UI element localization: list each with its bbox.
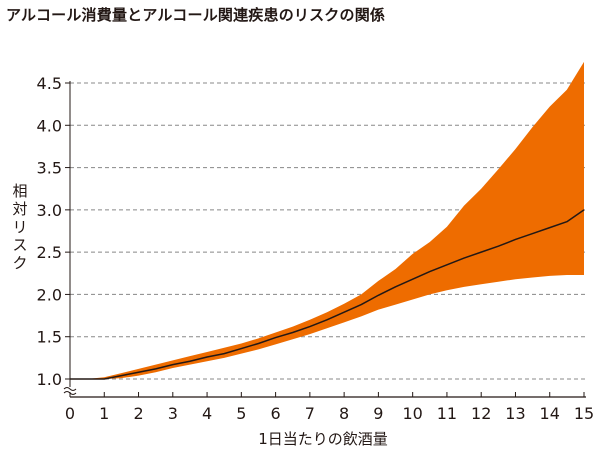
x-tick-label: 13 — [505, 404, 525, 423]
x-tick-label: 14 — [540, 404, 560, 423]
y-axis-label-char: ス — [12, 236, 27, 254]
x-tick-label: 15 — [574, 404, 594, 423]
confidence-band — [70, 61, 584, 380]
y-tick-label: 1.5 — [37, 328, 62, 347]
x-axis-label: 1日当たりの飲酒量 — [258, 430, 388, 448]
y-axis-label-char: 相 — [12, 182, 27, 200]
x-tick-label: 2 — [133, 404, 143, 423]
x-tick-label: 9 — [373, 404, 383, 423]
confidence-band-layer — [70, 61, 584, 380]
x-tick-label: 10 — [402, 404, 422, 423]
x-tick-labels: 0 1 2 3 4 5 6 7 8 9 10 11 12 13 14 15 — [65, 404, 594, 423]
x-tick-label: 1 — [99, 404, 109, 423]
y-tick-label: 4.0 — [37, 116, 62, 135]
y-tick-label: 1.0 — [37, 370, 62, 389]
axes — [63, 81, 586, 398]
y-axis-break-mark-upper — [63, 387, 77, 391]
x-tick-label: 7 — [305, 404, 315, 423]
y-axis-label-char: リ — [12, 218, 27, 236]
x-tick-label: 11 — [437, 404, 457, 423]
series-line-0 — [70, 209, 585, 380]
x-tick-label: 0 — [65, 404, 75, 423]
y-axis-label: 相対リスク — [12, 182, 27, 272]
series-line-layer — [70, 209, 585, 380]
y-tick-label: 3.5 — [37, 159, 62, 178]
x-tick-label: 4 — [202, 404, 212, 423]
chart-title: アルコール消費量とアルコール関連疾患のリスクの関係 — [6, 6, 386, 24]
y-axis-break-gap — [64, 387, 76, 395]
y-tick-label: 2.0 — [37, 285, 62, 304]
y-axis-label-char: 対 — [12, 200, 27, 218]
x-tick-label: 8 — [339, 404, 349, 423]
x-tick-label: 6 — [271, 404, 281, 423]
y-tick-label: 2.5 — [37, 243, 62, 262]
y-tick-label: 3.0 — [37, 201, 62, 220]
y-tick-labels: 1.0 1.5 2.0 2.5 3.0 3.5 4.0 4.5 — [37, 74, 62, 389]
y-tick-label: 4.5 — [37, 74, 62, 93]
y-axis-label-char: ク — [12, 254, 27, 272]
x-tick-label: 3 — [168, 404, 178, 423]
x-tick-label: 12 — [471, 404, 491, 423]
x-tick-label: 5 — [236, 404, 246, 423]
